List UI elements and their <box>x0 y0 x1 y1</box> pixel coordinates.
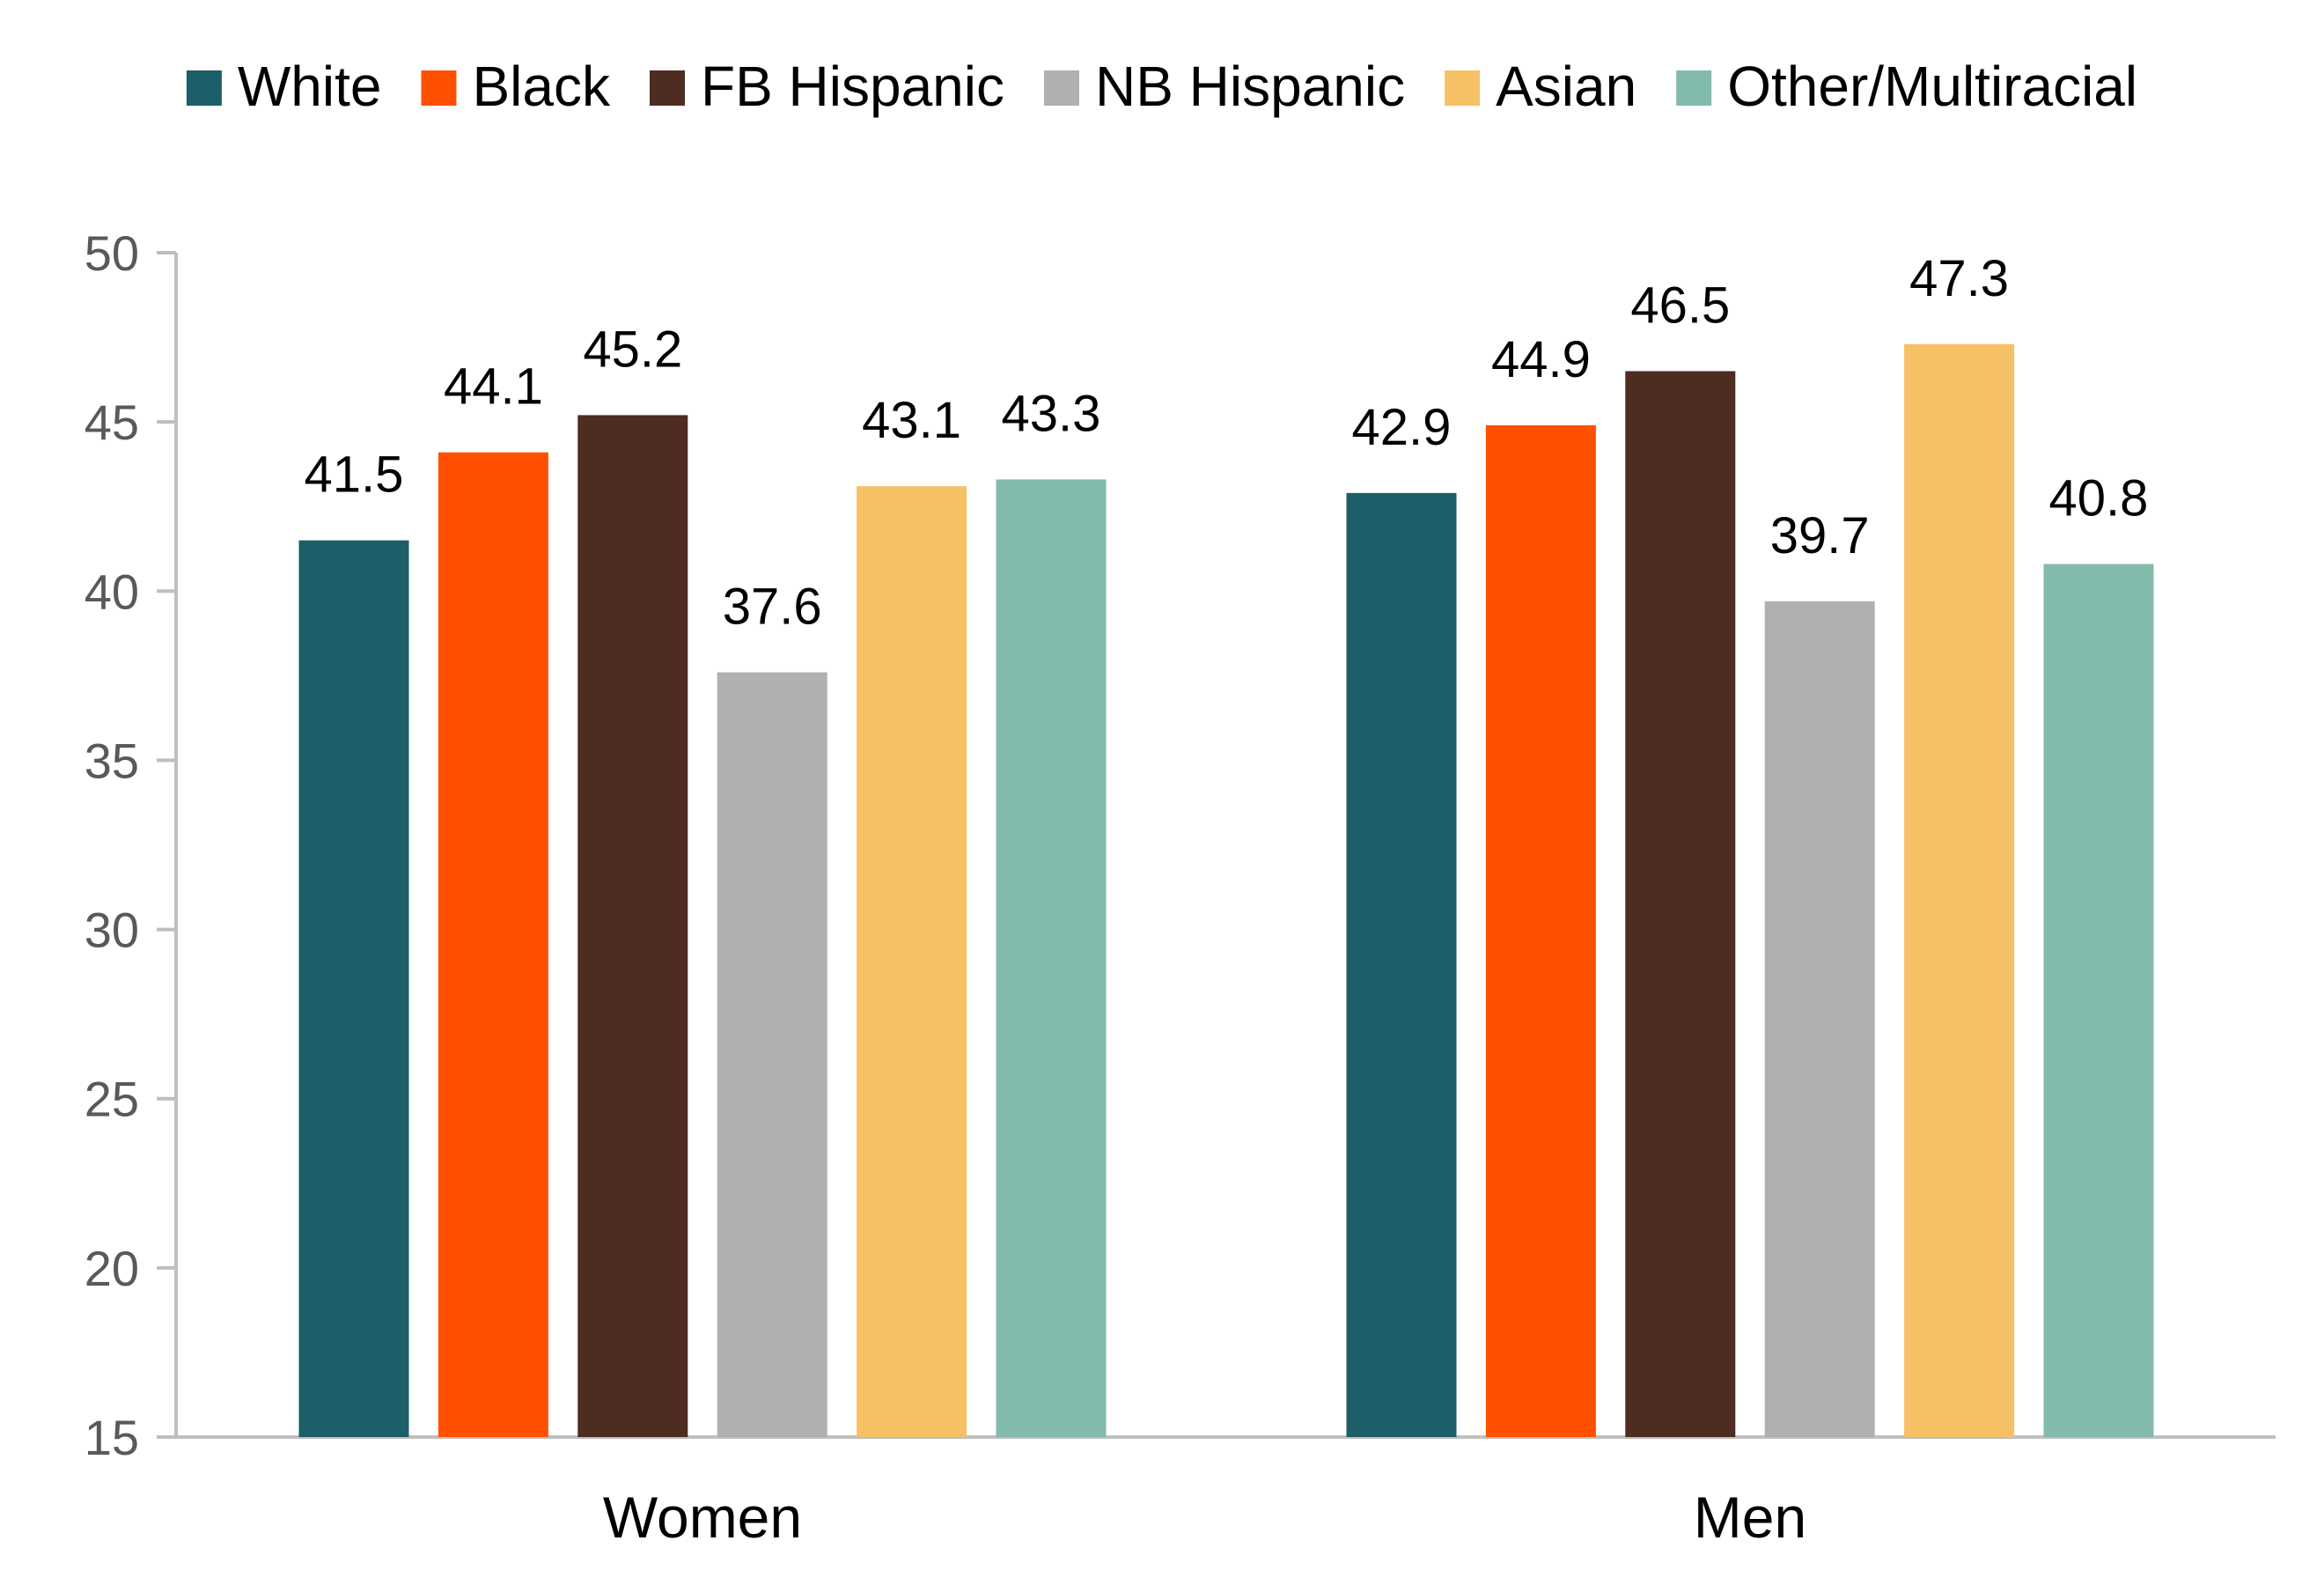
data-label-men-black: 44.9 <box>1491 331 1591 388</box>
bar-men-white <box>1346 492 1457 1438</box>
y-tick-label: 20 <box>85 1241 139 1296</box>
data-label-men-white: 42.9 <box>1352 399 1452 456</box>
legend-swatch-other-multiracial <box>1676 70 1712 106</box>
legend-label-other-multiracial: Other/Multiracial <box>1727 55 2137 118</box>
x-category-label-men: Men <box>1694 1485 1806 1550</box>
legend-label-white: White <box>238 55 382 118</box>
bar-men-nb-hispanic <box>1764 601 1875 1437</box>
data-label-women-nb-hispanic: 37.6 <box>723 579 822 636</box>
y-tick-label: 40 <box>85 564 139 619</box>
legend-item-fb-hispanic: FB Hispanic <box>649 55 1004 118</box>
y-tick-label: 15 <box>85 1410 139 1465</box>
data-label-women-black: 44.1 <box>444 358 543 416</box>
bar-women-black <box>438 452 548 1438</box>
x-category-label-women: Women <box>603 1485 802 1550</box>
bar-men-fb-hispanic <box>1625 371 1736 1437</box>
legend-item-nb-hispanic: NB Hispanic <box>1043 55 1405 118</box>
data-label-men-nb-hispanic: 39.7 <box>1770 507 1870 564</box>
data-label-women-fb-hispanic: 45.2 <box>583 321 682 378</box>
axes: 15 20 25 30 35 40 45 50 Women Men <box>85 225 2276 1550</box>
legend-label-nb-hispanic: NB Hispanic <box>1095 55 1405 118</box>
legend-swatch-asian <box>1445 70 1481 106</box>
y-tick-label: 35 <box>85 733 139 788</box>
data-label-women-asian: 43.1 <box>862 392 961 449</box>
legend-swatch-fb-hispanic <box>649 70 685 106</box>
legend-label-asian: Asian <box>1496 55 1636 118</box>
legend-swatch-nb-hispanic <box>1043 70 1079 106</box>
bar-women-other-multiracial <box>996 479 1107 1437</box>
bar-men-black <box>1485 424 1596 1437</box>
legend-label-fb-hispanic: FB Hispanic <box>701 55 1004 118</box>
bar-women-asian <box>857 486 967 1437</box>
bars <box>298 343 2154 1438</box>
legend-item-black: Black <box>421 55 611 118</box>
y-tick-label: 50 <box>85 225 139 281</box>
bar-women-fb-hispanic <box>577 415 688 1437</box>
legend: White Black FB Hispanic NB Hispanic Asian Oth… <box>186 55 2137 118</box>
data-label-men-other-multiracial: 40.8 <box>2049 470 2149 527</box>
legend-swatch-black <box>421 70 457 106</box>
legend-label-black: Black <box>472 55 611 118</box>
data-label-women-white: 41.5 <box>305 446 404 504</box>
bar-women-white <box>298 540 409 1437</box>
data-label-women-other-multiracial: 43.3 <box>1002 385 1101 442</box>
bar-men-other-multiracial <box>2043 564 2154 1437</box>
y-tick-label: 30 <box>85 903 139 958</box>
data-labels: 41.5 44.1 45.2 37.6 43.1 43.3 42.9 44.9 46.5 39.7… <box>305 250 2149 636</box>
legend-item-other-multiracial: Other/Multiracial <box>1676 55 2137 118</box>
legend-item-white: White <box>186 55 382 118</box>
y-tick-label: 25 <box>85 1072 139 1127</box>
y-tick-label: 45 <box>85 394 139 450</box>
data-label-men-asian: 47.3 <box>1909 250 2009 307</box>
bar-women-nb-hispanic <box>717 672 827 1437</box>
data-label-men-fb-hispanic: 46.5 <box>1630 277 1730 335</box>
legend-item-asian: Asian <box>1445 55 1636 118</box>
bar-men-asian <box>1904 343 2015 1438</box>
legend-swatch-white <box>186 70 222 106</box>
